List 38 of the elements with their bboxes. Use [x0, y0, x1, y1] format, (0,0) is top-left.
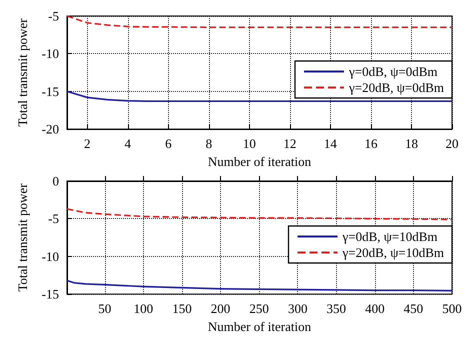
- x-tick-label: 18: [404, 136, 418, 152]
- y-tick-label: -10: [42, 248, 59, 264]
- x-tick-label: 200: [210, 301, 230, 316]
- x-tick-label: 10: [242, 136, 256, 152]
- y-tick-label: -10: [42, 46, 59, 62]
- y-tick-label: -15: [42, 84, 59, 99]
- legend-label: γ=0dB, ψ=0dBm: [348, 64, 438, 79]
- x-tick-label: 20: [446, 136, 458, 152]
- x-axis-title: Number of iteration: [208, 154, 312, 169]
- x-tick-label: 50: [98, 301, 112, 316]
- x-tick-label: 16: [364, 136, 378, 152]
- x-tick-label: 300: [288, 301, 308, 316]
- legend-label: γ=20dB, ψ=0dBm: [348, 80, 444, 95]
- y-tick-label: -20: [42, 122, 59, 137]
- x-tick-label: 2: [84, 136, 91, 152]
- y-axis-title: Total transmit power: [15, 182, 30, 292]
- x-tick-label: 150: [172, 301, 192, 316]
- x-tick-label: 250: [249, 301, 269, 316]
- line-series: [66, 280, 453, 292]
- x-tick-label: 8: [206, 136, 212, 152]
- x-tick-label: 4: [124, 136, 132, 152]
- y-tick-label: -5: [48, 8, 59, 24]
- y-tick-label: -15: [42, 286, 59, 302]
- x-axis-title: Number of iteration: [208, 319, 312, 334]
- x-tick-label: 6: [165, 136, 172, 152]
- x-tick-label: 400: [365, 301, 385, 316]
- y-axis-title: Total transmit power: [15, 18, 30, 127]
- x-tick-label: 100: [134, 301, 154, 316]
- line-series: [66, 208, 453, 220]
- x-tick-label: 450: [404, 301, 424, 316]
- x-tick-label: 350: [326, 301, 346, 316]
- legend-label: γ=20dB, ψ=10dBm: [342, 245, 444, 260]
- legend-label: γ=0dB, ψ=10dBm: [342, 229, 438, 244]
- x-tick-label: 14: [324, 136, 338, 152]
- y-tick-label: -5: [48, 211, 59, 226]
- x-tick-label: 500: [442, 301, 462, 316]
- y-tick-label: 0: [52, 174, 59, 188]
- x-tick-label: 12: [283, 136, 296, 152]
